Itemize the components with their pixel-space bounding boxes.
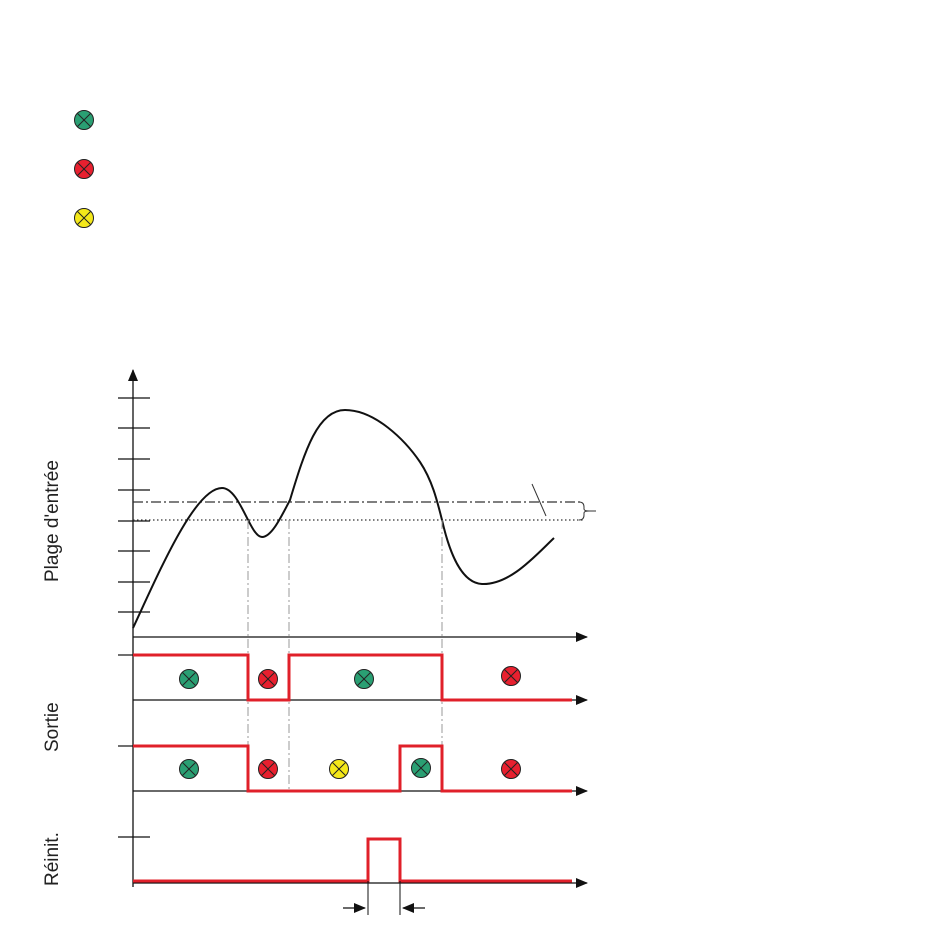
output-label: Sortie (42, 702, 63, 752)
output1-lamp-green-icon (354, 669, 374, 689)
legend (74, 110, 94, 228)
output2-lamp-green-icon (411, 758, 431, 778)
legend-green-lamp-icon (74, 110, 94, 130)
output1-signal (133, 653, 572, 702)
output2-signal (133, 744, 572, 793)
hysteresis-marker (531, 483, 547, 517)
output2-lamp-red-icon (501, 759, 521, 779)
output2-lamp-red-icon (258, 759, 278, 779)
output2-lamp-yellow-icon (329, 759, 349, 779)
reset-signal (133, 837, 572, 883)
reset-plot (118, 791, 588, 915)
input-y-ticks (118, 397, 150, 613)
output1-lamp-green-icon (179, 669, 199, 689)
hysteresis-brace (578, 501, 590, 521)
legend-red-lamp-icon (74, 159, 94, 179)
output1-lamp-red-icon (258, 669, 278, 689)
output1-lamp-red-icon (501, 666, 521, 686)
output1-plot (118, 637, 588, 705)
output2-lamp-green-icon (179, 759, 199, 779)
input-range-label: Plage d'entrée (42, 460, 63, 582)
input-plot (118, 369, 596, 642)
output2-plot (118, 700, 588, 796)
input-signal-curve (132, 408, 555, 629)
legend-yellow-lamp-icon (74, 208, 94, 228)
reset-label: Réinit. (42, 832, 63, 886)
